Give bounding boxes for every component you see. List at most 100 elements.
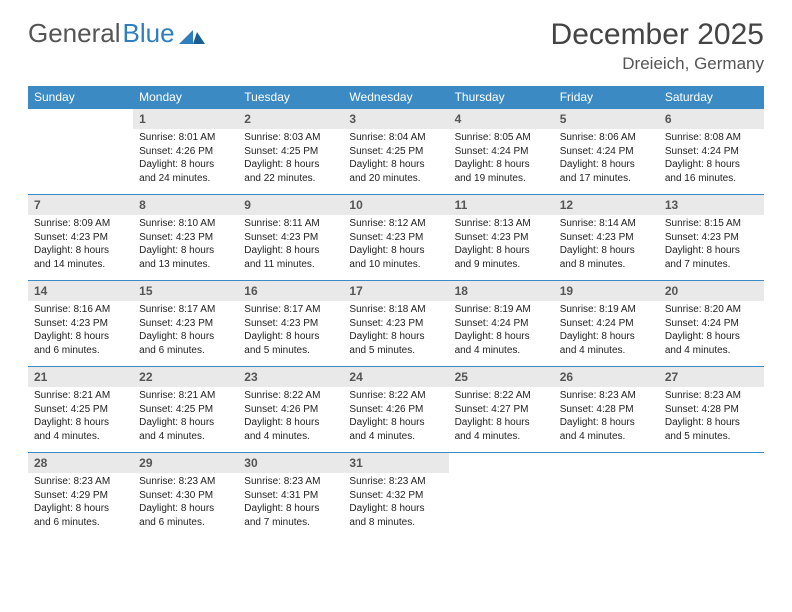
location: Dreieich, Germany	[551, 54, 764, 74]
month-title: December 2025	[551, 18, 764, 52]
day-content: Sunrise: 8:03 AMSunset: 4:25 PMDaylight:…	[238, 129, 343, 191]
day-number: 6	[659, 109, 764, 129]
day-number: 14	[28, 281, 133, 301]
day-header: Tuesday	[238, 86, 343, 109]
day-number: 7	[28, 195, 133, 215]
day-number: 4	[449, 109, 554, 129]
logo-text-blue: Blue	[123, 18, 175, 49]
day-cell: 4Sunrise: 8:05 AMSunset: 4:24 PMDaylight…	[449, 109, 554, 195]
day-cell: 24Sunrise: 8:22 AMSunset: 4:26 PMDayligh…	[343, 367, 448, 453]
day-content: Sunrise: 8:05 AMSunset: 4:24 PMDaylight:…	[449, 129, 554, 191]
day-number: 3	[343, 109, 448, 129]
day-number: 20	[659, 281, 764, 301]
day-number: 25	[449, 367, 554, 387]
calendar-body: 1Sunrise: 8:01 AMSunset: 4:26 PMDaylight…	[28, 109, 764, 539]
day-content: Sunrise: 8:23 AMSunset: 4:32 PMDaylight:…	[343, 473, 448, 535]
day-cell: 13Sunrise: 8:15 AMSunset: 4:23 PMDayligh…	[659, 195, 764, 281]
day-cell: 21Sunrise: 8:21 AMSunset: 4:25 PMDayligh…	[28, 367, 133, 453]
day-cell: 2Sunrise: 8:03 AMSunset: 4:25 PMDaylight…	[238, 109, 343, 195]
day-content: Sunrise: 8:17 AMSunset: 4:23 PMDaylight:…	[238, 301, 343, 363]
day-header-row: SundayMondayTuesdayWednesdayThursdayFrid…	[28, 86, 764, 109]
day-number: 31	[343, 453, 448, 473]
day-content: Sunrise: 8:15 AMSunset: 4:23 PMDaylight:…	[659, 215, 764, 277]
week-row: 14Sunrise: 8:16 AMSunset: 4:23 PMDayligh…	[28, 281, 764, 367]
day-cell: 26Sunrise: 8:23 AMSunset: 4:28 PMDayligh…	[554, 367, 659, 453]
day-number: 13	[659, 195, 764, 215]
day-cell: 30Sunrise: 8:23 AMSunset: 4:31 PMDayligh…	[238, 453, 343, 539]
day-number: 12	[554, 195, 659, 215]
day-cell: 20Sunrise: 8:20 AMSunset: 4:24 PMDayligh…	[659, 281, 764, 367]
day-cell: 25Sunrise: 8:22 AMSunset: 4:27 PMDayligh…	[449, 367, 554, 453]
day-content: Sunrise: 8:17 AMSunset: 4:23 PMDaylight:…	[133, 301, 238, 363]
day-header: Saturday	[659, 86, 764, 109]
day-cell: 14Sunrise: 8:16 AMSunset: 4:23 PMDayligh…	[28, 281, 133, 367]
logo-mark-icon	[179, 24, 205, 44]
day-content: Sunrise: 8:06 AMSunset: 4:24 PMDaylight:…	[554, 129, 659, 191]
day-content: Sunrise: 8:23 AMSunset: 4:31 PMDaylight:…	[238, 473, 343, 535]
day-content: Sunrise: 8:18 AMSunset: 4:23 PMDaylight:…	[343, 301, 448, 363]
day-number: 19	[554, 281, 659, 301]
day-cell	[554, 453, 659, 539]
day-number: 23	[238, 367, 343, 387]
day-cell: 5Sunrise: 8:06 AMSunset: 4:24 PMDaylight…	[554, 109, 659, 195]
day-number: 30	[238, 453, 343, 473]
day-content: Sunrise: 8:14 AMSunset: 4:23 PMDaylight:…	[554, 215, 659, 277]
day-content: Sunrise: 8:01 AMSunset: 4:26 PMDaylight:…	[133, 129, 238, 191]
day-number: 29	[133, 453, 238, 473]
day-content: Sunrise: 8:11 AMSunset: 4:23 PMDaylight:…	[238, 215, 343, 277]
day-number: 24	[343, 367, 448, 387]
day-content: Sunrise: 8:08 AMSunset: 4:24 PMDaylight:…	[659, 129, 764, 191]
day-header: Wednesday	[343, 86, 448, 109]
day-cell	[659, 453, 764, 539]
day-number: 26	[554, 367, 659, 387]
day-cell: 22Sunrise: 8:21 AMSunset: 4:25 PMDayligh…	[133, 367, 238, 453]
header: GeneralBlue December 2025 Dreieich, Germ…	[28, 18, 764, 74]
day-cell: 18Sunrise: 8:19 AMSunset: 4:24 PMDayligh…	[449, 281, 554, 367]
day-header: Friday	[554, 86, 659, 109]
day-number: 21	[28, 367, 133, 387]
day-number: 10	[343, 195, 448, 215]
week-row: 7Sunrise: 8:09 AMSunset: 4:23 PMDaylight…	[28, 195, 764, 281]
day-number: 15	[133, 281, 238, 301]
day-cell: 19Sunrise: 8:19 AMSunset: 4:24 PMDayligh…	[554, 281, 659, 367]
day-content: Sunrise: 8:23 AMSunset: 4:28 PMDaylight:…	[659, 387, 764, 449]
day-content: Sunrise: 8:23 AMSunset: 4:28 PMDaylight:…	[554, 387, 659, 449]
day-content: Sunrise: 8:22 AMSunset: 4:26 PMDaylight:…	[238, 387, 343, 449]
day-content: Sunrise: 8:19 AMSunset: 4:24 PMDaylight:…	[554, 301, 659, 363]
day-content: Sunrise: 8:21 AMSunset: 4:25 PMDaylight:…	[28, 387, 133, 449]
day-number: 8	[133, 195, 238, 215]
day-header: Sunday	[28, 86, 133, 109]
day-header: Monday	[133, 86, 238, 109]
day-content: Sunrise: 8:16 AMSunset: 4:23 PMDaylight:…	[28, 301, 133, 363]
day-cell: 12Sunrise: 8:14 AMSunset: 4:23 PMDayligh…	[554, 195, 659, 281]
day-number: 1	[133, 109, 238, 129]
day-content: Sunrise: 8:13 AMSunset: 4:23 PMDaylight:…	[449, 215, 554, 277]
day-cell: 6Sunrise: 8:08 AMSunset: 4:24 PMDaylight…	[659, 109, 764, 195]
day-number: 16	[238, 281, 343, 301]
day-content: Sunrise: 8:23 AMSunset: 4:29 PMDaylight:…	[28, 473, 133, 535]
day-number: 11	[449, 195, 554, 215]
day-cell: 27Sunrise: 8:23 AMSunset: 4:28 PMDayligh…	[659, 367, 764, 453]
day-cell: 16Sunrise: 8:17 AMSunset: 4:23 PMDayligh…	[238, 281, 343, 367]
day-cell: 15Sunrise: 8:17 AMSunset: 4:23 PMDayligh…	[133, 281, 238, 367]
day-number: 18	[449, 281, 554, 301]
day-cell: 17Sunrise: 8:18 AMSunset: 4:23 PMDayligh…	[343, 281, 448, 367]
day-content: Sunrise: 8:09 AMSunset: 4:23 PMDaylight:…	[28, 215, 133, 277]
day-cell	[28, 109, 133, 195]
day-cell: 3Sunrise: 8:04 AMSunset: 4:25 PMDaylight…	[343, 109, 448, 195]
day-cell	[449, 453, 554, 539]
logo-text-general: General	[28, 18, 121, 49]
day-cell: 31Sunrise: 8:23 AMSunset: 4:32 PMDayligh…	[343, 453, 448, 539]
calendar-table: SundayMondayTuesdayWednesdayThursdayFrid…	[28, 86, 764, 539]
day-cell: 1Sunrise: 8:01 AMSunset: 4:26 PMDaylight…	[133, 109, 238, 195]
logo: GeneralBlue	[28, 18, 205, 49]
title-block: December 2025 Dreieich, Germany	[551, 18, 764, 74]
week-row: 21Sunrise: 8:21 AMSunset: 4:25 PMDayligh…	[28, 367, 764, 453]
day-number: 9	[238, 195, 343, 215]
day-content: Sunrise: 8:22 AMSunset: 4:26 PMDaylight:…	[343, 387, 448, 449]
day-header: Thursday	[449, 86, 554, 109]
day-cell: 9Sunrise: 8:11 AMSunset: 4:23 PMDaylight…	[238, 195, 343, 281]
day-number: 2	[238, 109, 343, 129]
day-cell: 28Sunrise: 8:23 AMSunset: 4:29 PMDayligh…	[28, 453, 133, 539]
week-row: 28Sunrise: 8:23 AMSunset: 4:29 PMDayligh…	[28, 453, 764, 539]
